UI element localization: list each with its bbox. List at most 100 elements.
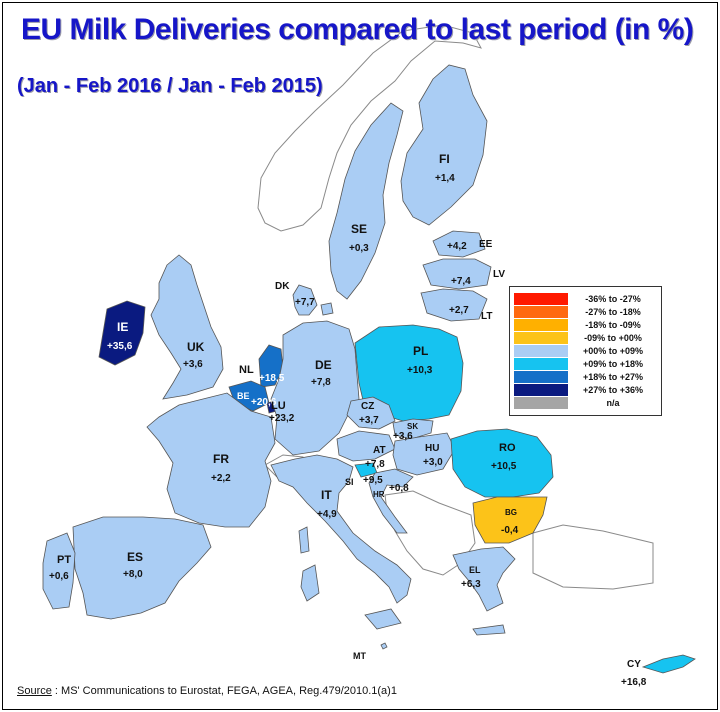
label-cy-value: +16,8 (621, 677, 647, 688)
label-el-code: EL (469, 565, 481, 575)
source-text: : MS' Communications to Eurostat, FEGA, … (51, 685, 397, 697)
country-it (270, 454, 412, 604)
country-de (270, 320, 360, 456)
label-lu-code: LU (271, 400, 286, 412)
country-pt (42, 532, 76, 610)
legend-label: +18% to +27% (582, 372, 644, 382)
label-dk-value: +7,7 (295, 297, 315, 308)
label-de-code: DE (315, 358, 332, 372)
label-lt-value: +2,7 (449, 305, 469, 316)
country-uk (150, 254, 224, 400)
label-pl-value: +10,3 (407, 365, 433, 376)
label-ee-code: EE (479, 239, 493, 250)
legend-row: -09% to +00% (514, 332, 659, 345)
country-fi (400, 64, 488, 226)
legend-label: -18% to -09% (585, 320, 641, 330)
country-dk (292, 284, 318, 316)
legend-swatch (514, 371, 568, 383)
label-lv-value: +7,4 (451, 276, 471, 287)
country-es (72, 516, 212, 620)
label-dk-code: DK (275, 281, 290, 292)
label-hu-code: HU (425, 443, 439, 454)
country-hu (392, 432, 456, 476)
country-lt (420, 288, 488, 322)
legend-swatch (514, 345, 568, 357)
legend-row: +18% to +27% (514, 371, 659, 384)
legend-row: -27% to -18% (514, 306, 659, 319)
country-at (336, 430, 396, 462)
label-be-code: BE (237, 391, 250, 401)
label-hu-value: +3,0 (423, 457, 443, 468)
country-dk-isle (320, 302, 334, 316)
country-lv (422, 258, 492, 290)
label-ee-value: +4,2 (447, 241, 467, 252)
label-si-code: SI (345, 477, 354, 487)
legend-label: +09% to +18% (582, 359, 644, 369)
legend-label: -27% to -18% (585, 307, 641, 317)
label-fr-code: FR (213, 452, 229, 466)
country-sk (392, 418, 434, 440)
label-ie-code: IE (117, 320, 128, 334)
legend-row: -18% to -09% (514, 319, 659, 332)
map-title: EU Milk Deliveries compared to last peri… (21, 13, 694, 46)
label-fi-code: FI (439, 152, 450, 166)
legend-row: +27% to +36% (514, 384, 659, 397)
label-lt-code: LT (481, 311, 492, 322)
country-fr (146, 392, 276, 528)
country-it-sicily (364, 608, 402, 630)
country-ro (450, 428, 554, 498)
label-sk-code: SK (407, 422, 418, 431)
label-at-value: +7,8 (365, 459, 385, 470)
legend-label: -09% to +00% (584, 333, 642, 343)
map-subtitle: (Jan - Feb 2016 / Jan - Feb 2015) (17, 75, 323, 97)
label-ro-value: +10,5 (491, 461, 517, 472)
label-pt-code: PT (57, 554, 71, 566)
legend-label: -36% to -27% (585, 294, 641, 304)
legend: -36% to -27% -27% to -18% -18% to -09% -… (509, 286, 662, 416)
label-uk-code: UK (187, 340, 205, 354)
legend-swatch (514, 397, 568, 409)
country-hr (368, 468, 414, 534)
label-es-value: +8,0 (123, 569, 143, 580)
label-bg-value: -0,4 (501, 525, 519, 536)
country-el (452, 546, 516, 612)
europe-map: FI +1,4 SE +0,3 EE +4,2 LV +7,4 LT +2,7 … (42, 24, 696, 688)
label-bg-code: BG (505, 508, 517, 517)
source-note: Source : MS' Communications to Eurostat,… (17, 685, 397, 697)
legend-swatch (514, 332, 568, 344)
label-sk-value: +3,6 (393, 431, 413, 442)
country-fr-corsica (298, 526, 310, 554)
label-lu-value: +23,2 (269, 413, 295, 424)
country-se (328, 102, 404, 300)
label-cz-code: CZ (361, 401, 374, 412)
label-si-value: +9,5 (363, 475, 383, 486)
country-ie (98, 300, 146, 366)
legend-swatch (514, 293, 568, 305)
country-bg (472, 496, 548, 544)
country-ee (432, 230, 486, 258)
label-fi-value: +1,4 (435, 173, 455, 184)
country-cz (346, 396, 396, 430)
label-de-value: +7,8 (311, 377, 331, 388)
legend-row: +00% to +09% (514, 345, 659, 358)
label-be-value: +20,6 (251, 397, 277, 408)
norway-shape (257, 24, 482, 232)
legend-swatch (514, 306, 568, 318)
label-ro-code: RO (499, 442, 516, 454)
legend-label: +00% to +09% (582, 346, 644, 356)
legend-swatch (514, 319, 568, 331)
legend-label: +27% to +36% (582, 385, 644, 395)
legend-label: n/a (606, 398, 620, 408)
turkey-edge-shape (532, 524, 654, 590)
label-cz-value: +3,7 (359, 415, 379, 426)
label-it-code: IT (321, 488, 332, 502)
legend-row: n/a (514, 397, 659, 410)
label-pt-value: +0,6 (49, 571, 69, 582)
label-el-value: +6,3 (461, 579, 481, 590)
label-se-value: +0,3 (349, 243, 369, 254)
label-at-code: AT (373, 445, 386, 456)
label-uk-value: +3,6 (183, 359, 203, 370)
label-mt-code: MT (353, 651, 366, 661)
label-pl-code: PL (413, 344, 428, 358)
